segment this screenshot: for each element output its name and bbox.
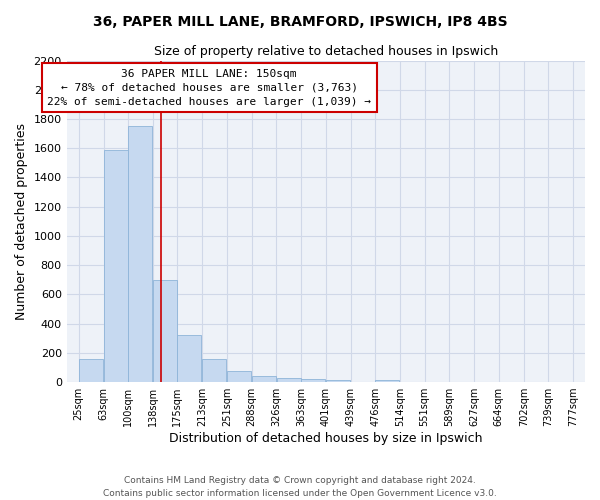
Bar	[326, 380, 350, 382]
Bar	[376, 380, 400, 382]
Text: Contains HM Land Registry data © Crown copyright and database right 2024.
Contai: Contains HM Land Registry data © Crown c…	[103, 476, 497, 498]
Bar	[79, 358, 103, 382]
Bar	[251, 376, 275, 382]
Bar	[104, 150, 128, 382]
Title: Size of property relative to detached houses in Ipswich: Size of property relative to detached ho…	[154, 45, 498, 58]
Bar	[227, 371, 251, 382]
Bar	[128, 126, 152, 382]
Bar	[277, 378, 301, 382]
Bar	[153, 280, 177, 382]
Bar	[202, 360, 226, 382]
Bar	[301, 379, 325, 382]
Text: 36, PAPER MILL LANE, BRAMFORD, IPSWICH, IP8 4BS: 36, PAPER MILL LANE, BRAMFORD, IPSWICH, …	[92, 15, 508, 29]
Y-axis label: Number of detached properties: Number of detached properties	[15, 123, 28, 320]
Bar	[178, 336, 202, 382]
Text: 36 PAPER MILL LANE: 150sqm
← 78% of detached houses are smaller (3,763)
22% of s: 36 PAPER MILL LANE: 150sqm ← 78% of deta…	[47, 68, 371, 106]
X-axis label: Distribution of detached houses by size in Ipswich: Distribution of detached houses by size …	[169, 432, 482, 445]
